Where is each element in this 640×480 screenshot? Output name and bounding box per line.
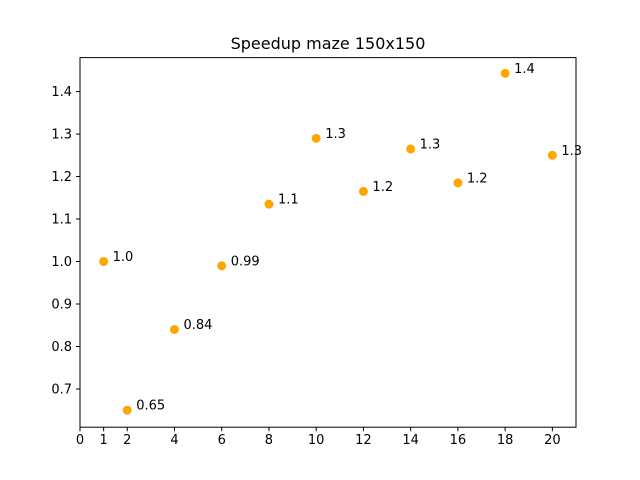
data-points — [99, 68, 557, 415]
x-tick-label: 14 — [402, 433, 419, 448]
y-tick-label: 1.1 — [51, 213, 72, 228]
x-tick-label: 6 — [218, 433, 226, 448]
plot-frame — [79, 57, 577, 428]
data-point — [217, 261, 227, 271]
data-label: 1.3 — [325, 127, 346, 142]
x-tick-label: 20 — [544, 433, 561, 448]
data-label: 0.65 — [136, 399, 165, 414]
x-tick-label: 10 — [308, 433, 325, 448]
data-point — [406, 144, 416, 154]
y-tick-label: 1.2 — [51, 170, 72, 185]
chart-title: Speedup maze 150x150 — [231, 34, 426, 53]
data-label: 1.3 — [561, 144, 582, 159]
y-tick-label: 1.4 — [51, 85, 72, 100]
data-point — [264, 199, 274, 209]
data-label: 1.1 — [278, 193, 299, 208]
y-tick-label: 0.8 — [51, 340, 72, 355]
x-tick-label: 16 — [450, 433, 467, 448]
data-point — [99, 257, 109, 267]
x-tick-label: 8 — [265, 433, 273, 448]
data-label: 1.2 — [372, 180, 393, 195]
data-point — [500, 68, 510, 78]
data-point — [122, 405, 132, 415]
data-label: 1.2 — [467, 171, 488, 186]
x-tick-label: 18 — [497, 433, 514, 448]
y-tick-label: 0.7 — [51, 382, 72, 397]
data-label: 1.3 — [420, 137, 441, 152]
x-tick-label: 12 — [355, 433, 372, 448]
x-tick-label: 4 — [170, 433, 178, 448]
data-point — [311, 133, 321, 143]
axis-ticks: 0 1 2 4 6 8 10 12 14 16 18 200.70.80.91.01.11.21.31… — [51, 85, 560, 448]
x-tick-label: 0 — [76, 433, 84, 448]
data-point — [169, 324, 179, 334]
data-label: 0.84 — [183, 318, 212, 333]
data-point — [453, 178, 463, 188]
data-label: 0.99 — [231, 254, 260, 269]
y-tick-label: 0.9 — [51, 298, 72, 313]
data-labels: 1.0 0.65 0.84 0.99 1.1 1.3 1.2 1.3 1.2 1.4 1.3 — [113, 62, 582, 414]
data-label: 1.4 — [514, 62, 535, 77]
data-point — [547, 150, 557, 160]
data-label: 1.0 — [113, 250, 134, 265]
x-tick-label: 1 — [99, 433, 107, 448]
y-tick-label: 1.3 — [51, 128, 72, 143]
data-point — [358, 186, 368, 196]
y-tick-label: 1.0 — [51, 255, 72, 270]
x-tick-label: 2 — [123, 433, 131, 448]
